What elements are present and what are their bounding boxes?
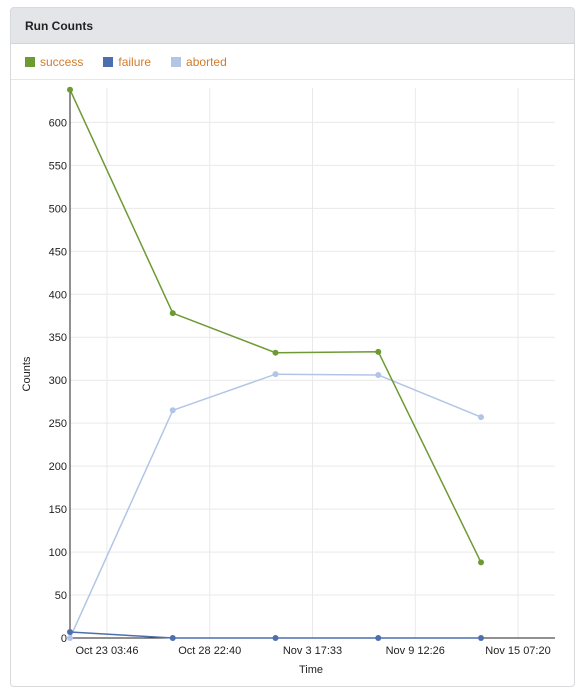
panel-title: Run Counts (25, 18, 93, 33)
data-point-success (375, 348, 382, 355)
x-tick-label: Oct 28 22:40 (178, 645, 241, 657)
data-point-failure (67, 628, 73, 635)
series (67, 86, 485, 641)
series-line-success (69, 89, 482, 563)
legend-item-aborted[interactable]: aborted (171, 55, 227, 69)
legend-label-failure: failure (118, 54, 152, 69)
data-point-aborted (478, 414, 485, 421)
data-point-aborted (375, 372, 382, 379)
y-tick-label: 250 (49, 418, 67, 430)
data-point-success (272, 349, 279, 356)
data-point-failure (375, 635, 382, 641)
data-point-failure (169, 635, 176, 641)
legend-swatch-success (25, 56, 35, 67)
data-point-aborted (67, 635, 73, 641)
y-tick-label: 100 (49, 547, 67, 559)
y-tick-label: 200 (49, 461, 67, 473)
y-tick-label: 350 (49, 332, 67, 344)
tick-labels: 0 50 100 150 200 250 300 350 400 450 500 550 600 Oct … (49, 117, 551, 657)
data-point-failure (272, 635, 279, 641)
x-tick-label: Nov 3 17:33 (283, 645, 342, 657)
data-point-failure (478, 635, 485, 641)
x-tick-label: Nov 9 12:26 (386, 645, 445, 657)
panel-header: Run Counts (11, 8, 574, 44)
legend-item-success[interactable]: success (25, 55, 83, 69)
x-axis-title: Time (299, 664, 323, 676)
legend-swatch-aborted (171, 56, 182, 67)
legend-label-aborted: aborted (186, 54, 227, 69)
y-axis-title: Counts (21, 356, 33, 391)
y-tick-label: 400 (49, 289, 67, 301)
x-tick-label: Oct 23 03:46 (75, 645, 138, 657)
data-point-aborted (272, 371, 279, 378)
data-point-success (67, 86, 73, 93)
legend-swatch-failure (103, 56, 114, 67)
y-tick-label: 500 (49, 203, 67, 215)
y-tick-label: 150 (49, 504, 67, 516)
series-line-aborted (69, 373, 482, 639)
chart-legend: success failure aborted (11, 44, 574, 80)
legend-item-failure[interactable]: failure (103, 55, 151, 69)
legend-label-success: success (40, 54, 84, 69)
data-point-success (169, 310, 176, 317)
y-tick-label: 300 (49, 375, 67, 387)
y-tick-label: 600 (49, 117, 67, 129)
y-tick-label: 550 (49, 160, 67, 172)
y-tick-label: 450 (49, 246, 67, 258)
data-point-success (478, 559, 485, 566)
data-point-aborted (169, 407, 176, 414)
y-tick-label: 0 (61, 633, 67, 645)
grid (70, 88, 555, 639)
y-tick-label: 50 (55, 590, 67, 602)
x-tick-label: Nov 15 07:20 (485, 645, 550, 657)
run-counts-panel: Run Counts success failure aborted (10, 7, 575, 687)
